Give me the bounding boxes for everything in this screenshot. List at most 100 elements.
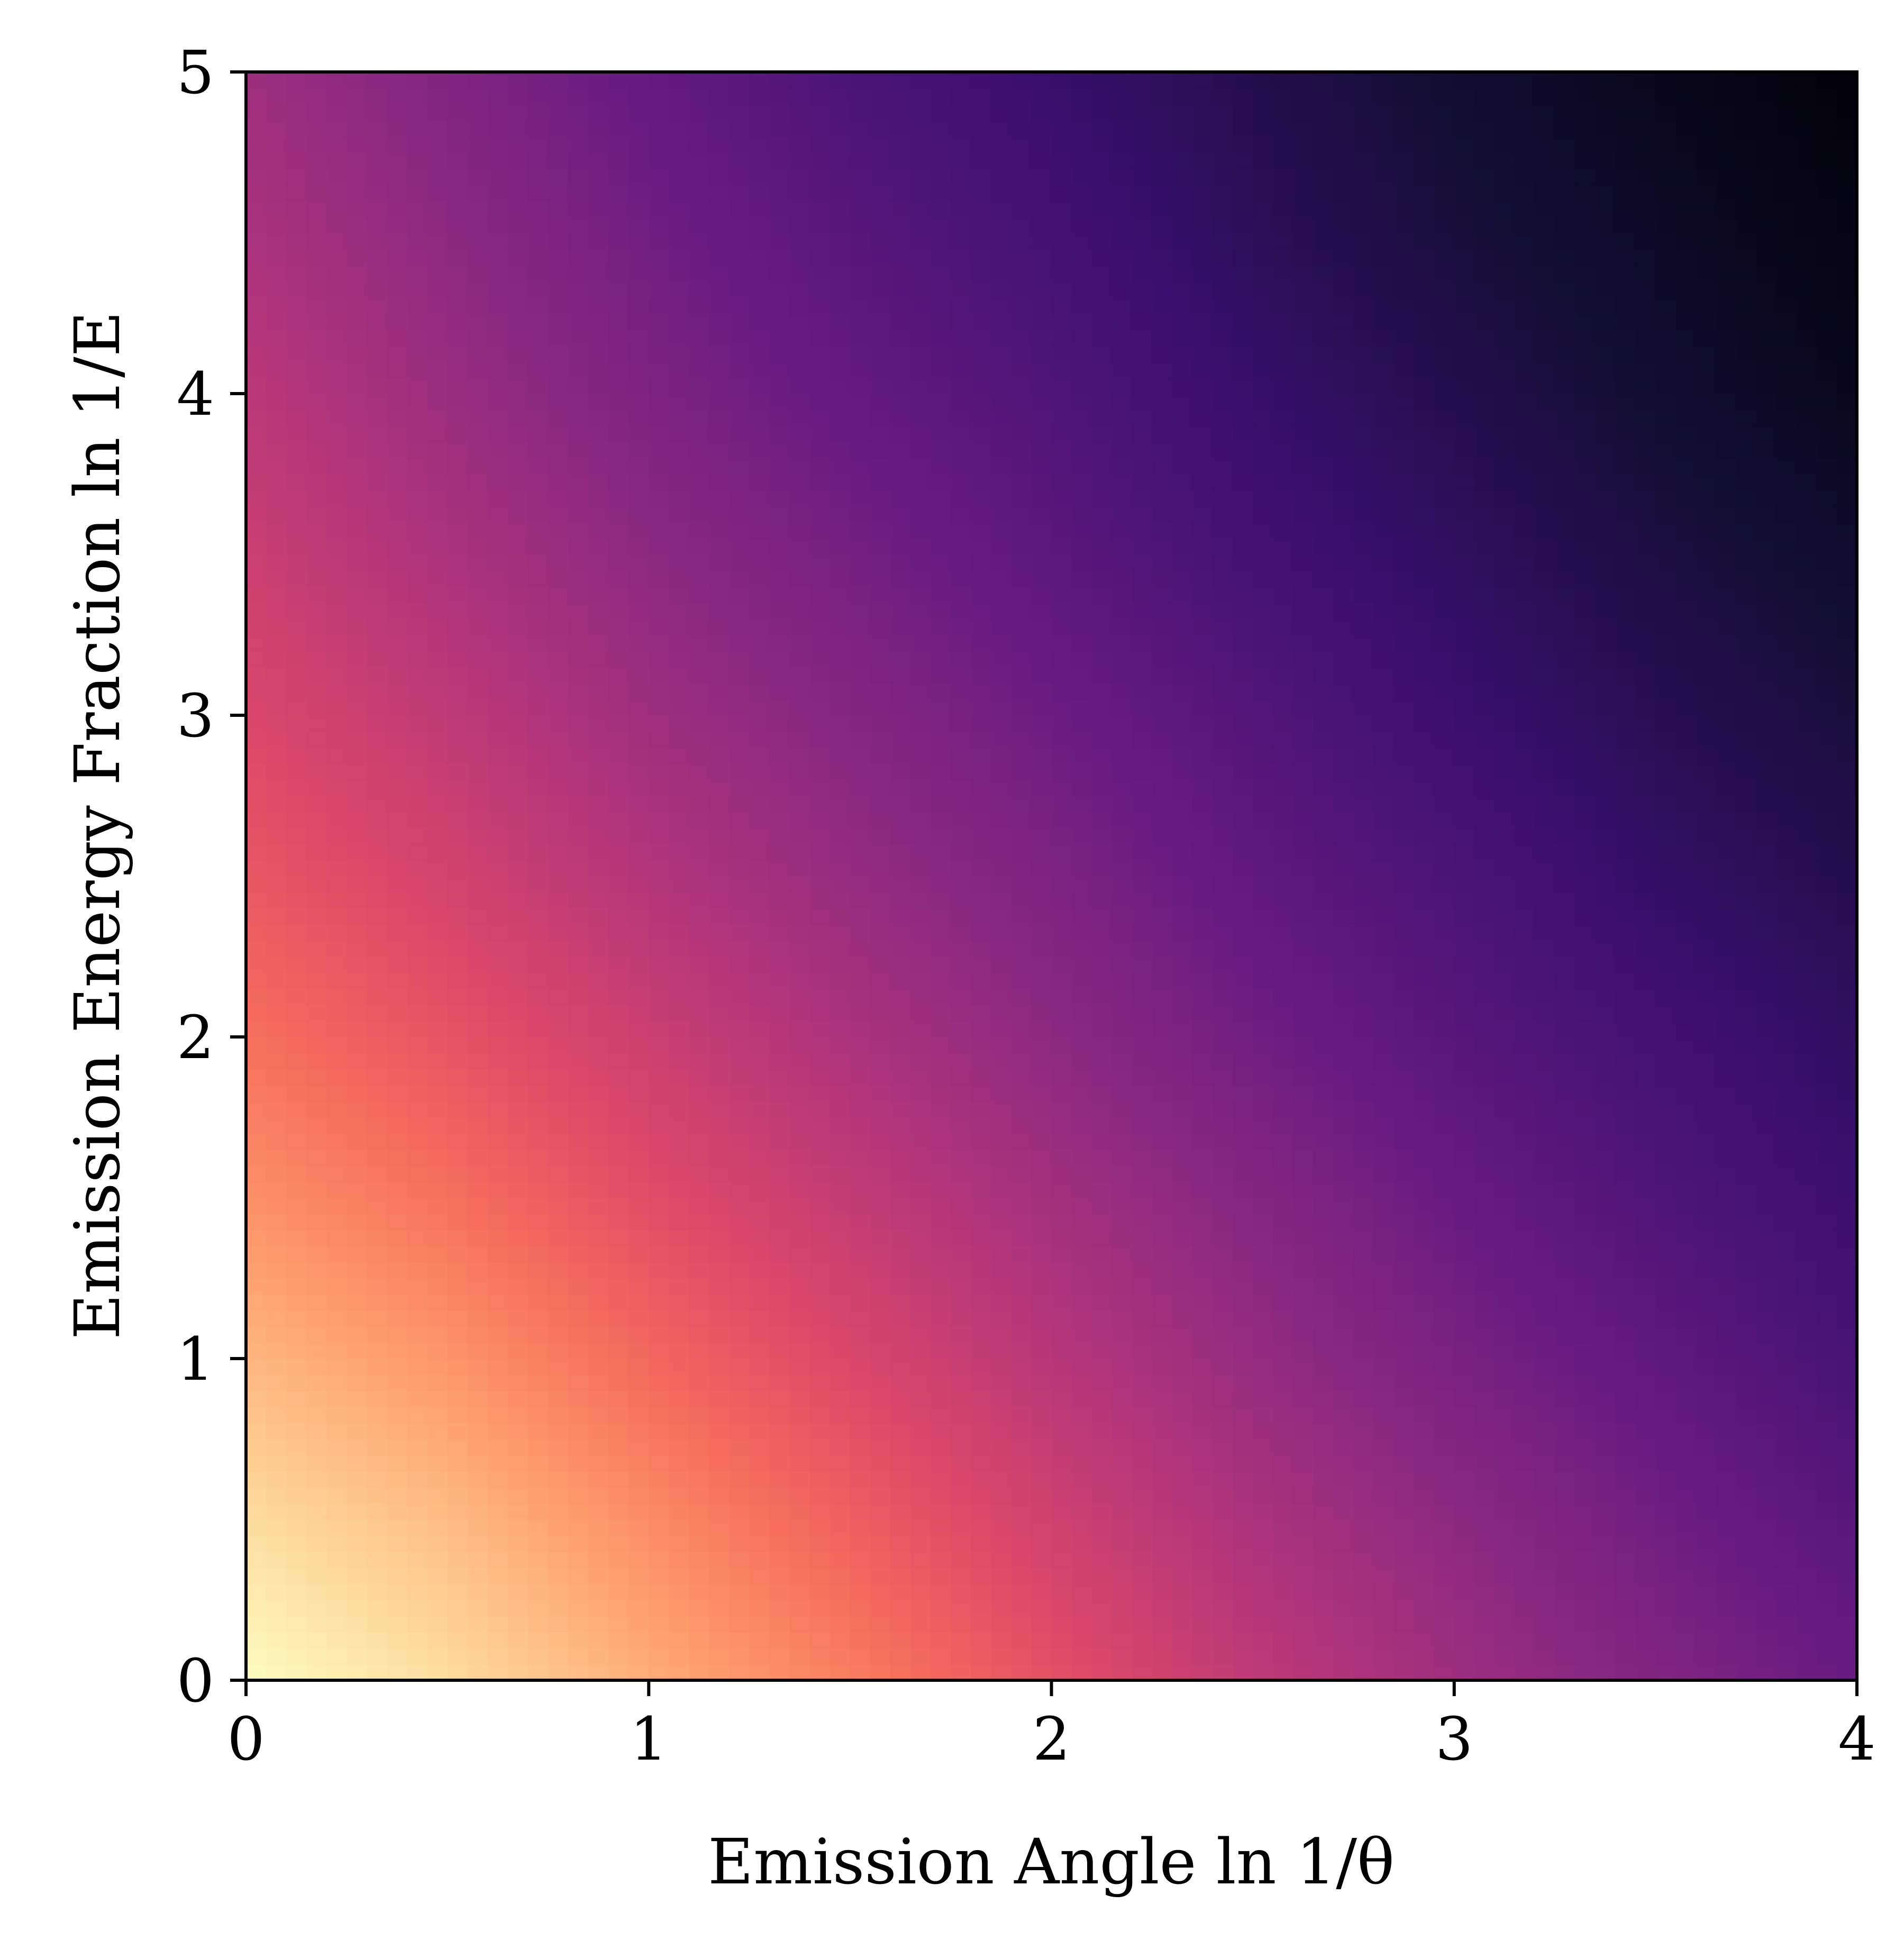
heatmap-cell [991, 924, 1012, 941]
heatmap-cell [286, 1278, 307, 1295]
heatmap-cell [1736, 1390, 1757, 1408]
heatmap-cell [387, 1535, 408, 1552]
heatmap-cell [246, 1390, 267, 1408]
heatmap-cell [931, 876, 952, 893]
heatmap-cell [1132, 1664, 1153, 1680]
heatmap-cell [1454, 763, 1475, 780]
heatmap-cell [1454, 779, 1475, 796]
heatmap-cell [1192, 1503, 1213, 1520]
heatmap-cell [1132, 1165, 1153, 1182]
heatmap-cell [507, 667, 529, 684]
heatmap-cell [1716, 1648, 1737, 1665]
heatmap-cell [830, 988, 851, 1006]
heatmap-cell [1273, 1600, 1294, 1617]
heatmap-cell [1716, 1471, 1737, 1488]
heatmap-cell [1474, 827, 1495, 845]
heatmap-cell [326, 1149, 348, 1167]
heatmap-cell [628, 1310, 650, 1327]
heatmap-cell [1112, 1246, 1133, 1263]
heatmap-cell [951, 1278, 972, 1295]
heatmap-cell [1434, 1069, 1455, 1086]
heatmap-cell [649, 812, 670, 828]
heatmap-cell [1031, 1246, 1052, 1263]
heatmap-cell [1112, 1471, 1133, 1488]
heatmap-cell [1293, 1262, 1314, 1279]
heatmap-cell [971, 1407, 992, 1424]
heatmap-cell [649, 667, 670, 684]
heatmap-cell [1091, 1664, 1113, 1680]
heatmap-cell [427, 796, 448, 813]
heatmap-cell [1172, 1600, 1193, 1617]
heatmap-cell [709, 1165, 730, 1182]
heatmap-cell [1091, 844, 1113, 861]
heatmap-cell [951, 763, 972, 780]
heatmap-cell [1736, 1181, 1757, 1198]
heatmap-cell [246, 844, 267, 861]
heatmap-cell [689, 1568, 710, 1584]
heatmap-cell [427, 1117, 448, 1134]
heatmap-cell [1273, 876, 1294, 893]
heatmap-cell [588, 1246, 609, 1263]
heatmap-cell [769, 957, 790, 973]
heatmap-cell [588, 731, 609, 748]
heatmap-cell [1233, 988, 1254, 1006]
heatmap-cell [850, 1455, 871, 1472]
heatmap-cell [1655, 957, 1677, 973]
heatmap-cell [1051, 1407, 1072, 1424]
heatmap-cell [1091, 1101, 1113, 1118]
heatmap-cell [1615, 1487, 1636, 1504]
heatmap-cell [387, 1037, 408, 1054]
heatmap-cell [1192, 1359, 1213, 1376]
heatmap-cell [1575, 1037, 1596, 1054]
heatmap-cell [1253, 1487, 1274, 1504]
heatmap-cell [1313, 1101, 1334, 1118]
heatmap-cell [830, 1359, 851, 1376]
heatmap-cell [1655, 844, 1677, 861]
heatmap-cell [467, 1310, 488, 1327]
heatmap-cell [608, 747, 630, 764]
heatmap-cell [1675, 1262, 1697, 1279]
heatmap-cell [1353, 1198, 1374, 1215]
heatmap-cell [1836, 1262, 1857, 1279]
heatmap-cell [347, 763, 368, 780]
heatmap-cell [1635, 860, 1656, 877]
heatmap-cell [608, 1278, 630, 1295]
heatmap-cell [669, 876, 690, 893]
heatmap-cell [749, 1648, 770, 1665]
heatmap-cell [1595, 1487, 1616, 1504]
heatmap-cell [1353, 876, 1374, 893]
heatmap-cell [447, 796, 468, 813]
heatmap-cell [1393, 1133, 1415, 1150]
heatmap-cell [1333, 796, 1354, 813]
heatmap-cell [1132, 1439, 1153, 1456]
heatmap-cell [1434, 1535, 1455, 1552]
heatmap-cell [850, 1165, 871, 1182]
heatmap-cell [669, 812, 690, 828]
heatmap-cell [1313, 988, 1334, 1006]
heatmap-cell [1535, 1535, 1556, 1552]
heatmap-cell [910, 1198, 932, 1215]
heatmap-cell [1434, 892, 1455, 909]
heatmap-cell [809, 1568, 831, 1584]
heatmap-cell [387, 1133, 408, 1150]
heatmap-cell [608, 1246, 630, 1263]
heatmap-cell [548, 1568, 569, 1584]
heatmap-cell [548, 1198, 569, 1215]
heatmap-cell [1353, 1600, 1374, 1617]
heatmap-cell [1253, 683, 1274, 700]
heatmap-cell [447, 892, 468, 909]
heatmap-cell [427, 1390, 448, 1408]
heatmap-cell [1213, 1214, 1234, 1231]
heatmap-cell [1776, 1359, 1797, 1376]
heatmap-cell [326, 1535, 348, 1552]
heatmap-cell [709, 1600, 730, 1617]
heatmap-cell [1816, 1568, 1837, 1584]
heatmap-cell [427, 1310, 448, 1327]
heatmap-cell [1132, 683, 1153, 700]
heatmap-cell [669, 1165, 690, 1182]
heatmap-cell [1011, 1198, 1032, 1215]
heatmap-cell [910, 1085, 932, 1102]
heatmap-cell [870, 796, 891, 813]
heatmap-cell [709, 699, 730, 716]
heatmap-cell [1716, 1262, 1737, 1279]
